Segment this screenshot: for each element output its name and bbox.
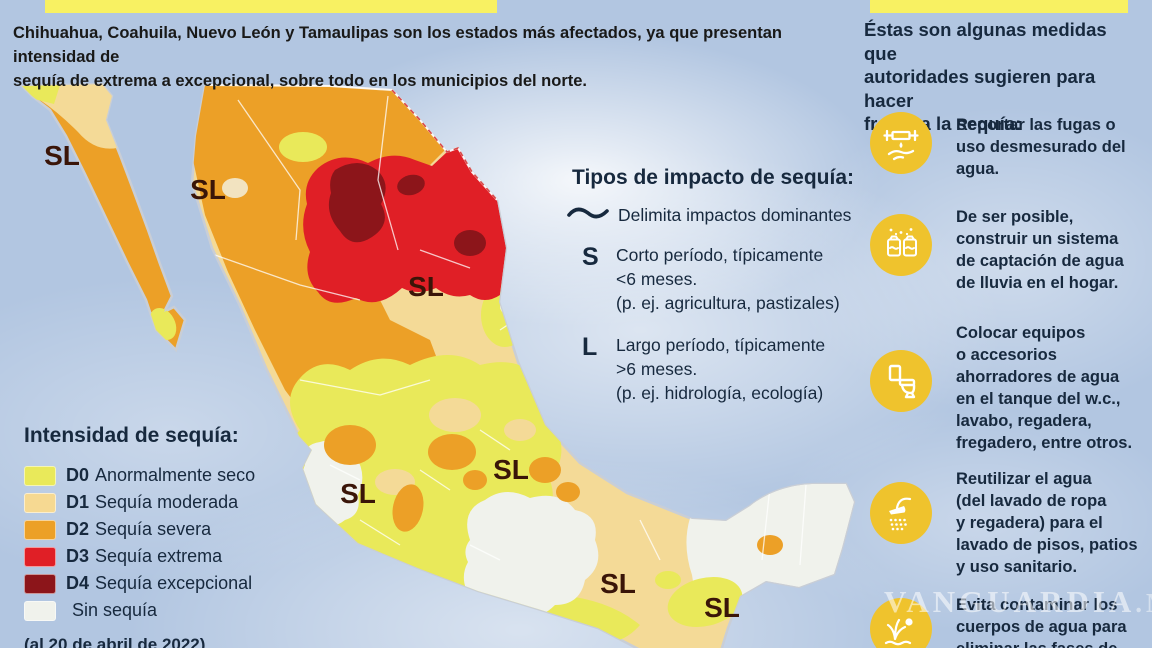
rain-water-jugs-icon bbox=[870, 214, 932, 276]
impact-symbol-l: L bbox=[582, 333, 598, 361]
impact-types-heading: Tipos de impacto de sequía: bbox=[572, 166, 855, 189]
impact-item-long: L Largo período, típicamente >6 meses. (… bbox=[572, 333, 862, 405]
legend-row-d0: D0 Anormalmente seco bbox=[24, 462, 255, 489]
legend-label: Sequía moderada bbox=[95, 492, 239, 512]
legend-swatch-none bbox=[24, 600, 56, 621]
impact-types-block: Tipos de impacto de sequía: Delimita imp… bbox=[567, 166, 862, 423]
intro-text: Chihuahua, Coahuila, Nuevo León y Tamaul… bbox=[13, 24, 782, 90]
plant-water-icon bbox=[870, 598, 932, 648]
impact-text-short: Corto período, típicamente <6 meses. (p.… bbox=[616, 245, 840, 313]
water-leak-pipe-icon bbox=[870, 112, 932, 174]
legend-swatch-d1 bbox=[24, 492, 56, 513]
map-label-baja: SL bbox=[44, 140, 80, 171]
tilde-squiggle-icon bbox=[566, 204, 610, 227]
state-borders bbox=[214, 95, 807, 566]
toilet-icon bbox=[870, 350, 932, 412]
tilde-definition-label: Delimita impactos dominantes bbox=[618, 205, 852, 225]
impact-text-long: Largo período, típicamente >6 meses. (p.… bbox=[616, 335, 826, 403]
shower-icon bbox=[870, 482, 932, 544]
legend-code: D0 bbox=[66, 465, 90, 485]
legend-label: Sequía extrema bbox=[95, 546, 223, 566]
legend-heading: Intensidad de sequía: bbox=[24, 424, 239, 447]
legend-label: Sequía severa bbox=[95, 519, 212, 539]
sidebar-item-avoid-pollution: Evita contaminar los cuerpos de agua par… bbox=[956, 596, 1127, 648]
baja-peninsula bbox=[19, 82, 187, 353]
legend-code: D1 bbox=[66, 492, 90, 512]
legend-swatch-d0 bbox=[24, 465, 56, 486]
legend-code: D2 bbox=[66, 519, 90, 539]
legend-row-d3: D3 Sequía extrema bbox=[24, 543, 255, 570]
map-label-northeast: SL bbox=[408, 271, 444, 302]
drought-intensity-legend: Intensidad de sequía: D0 Anormalmente se… bbox=[24, 424, 255, 624]
map-label-west: SL bbox=[340, 478, 376, 509]
legend-label: Sequía excepcional bbox=[95, 573, 253, 593]
impact-item-short: S Corto período, típicamente <6 meses. (… bbox=[572, 243, 862, 315]
sidebar-item-reuse-water: Reutilizar el agua (del lavado de ropa y… bbox=[956, 470, 1138, 576]
sidebar-item-report-leaks: Reportar las fugas o uso desmesurado del… bbox=[956, 116, 1126, 178]
legend-row-d4: D4 Sequía excepcional bbox=[24, 570, 255, 597]
legend-row-none: Sin sequía bbox=[24, 597, 255, 624]
legend-swatch-d4 bbox=[24, 573, 56, 594]
legend-date-note: (al 20 de abril de 2022) bbox=[24, 635, 206, 648]
legend-label: Anormalmente seco bbox=[95, 465, 256, 485]
legend-row-d2: D2 Sequía severa bbox=[24, 516, 255, 543]
legend-swatch-d2 bbox=[24, 519, 56, 540]
map-label-southeast: SL bbox=[704, 592, 740, 623]
mainland-overlays bbox=[193, 85, 854, 644]
header-bar-right bbox=[870, 0, 1128, 13]
impact-symbol-s: S bbox=[582, 243, 599, 271]
rio-grande-border bbox=[391, 89, 498, 201]
legend-row-d1: D1 Sequía moderada bbox=[24, 489, 255, 516]
legend-swatch-d3 bbox=[24, 546, 56, 567]
map-label-oaxaca: SL bbox=[600, 568, 636, 599]
legend-code: D3 bbox=[66, 546, 90, 566]
sidebar-item-saving-fixtures: Colocar equipos o accesorios ahorradores… bbox=[956, 324, 1133, 452]
map-label-center: SL bbox=[493, 454, 529, 485]
sidebar-item-rain-capture: De ser posible, construir un sistema de … bbox=[956, 208, 1124, 292]
legend-code: D4 bbox=[66, 573, 90, 593]
header-bar-left bbox=[45, 0, 497, 13]
map-label-sonora: SL bbox=[190, 174, 226, 205]
legend-label: Sin sequía bbox=[72, 600, 158, 620]
